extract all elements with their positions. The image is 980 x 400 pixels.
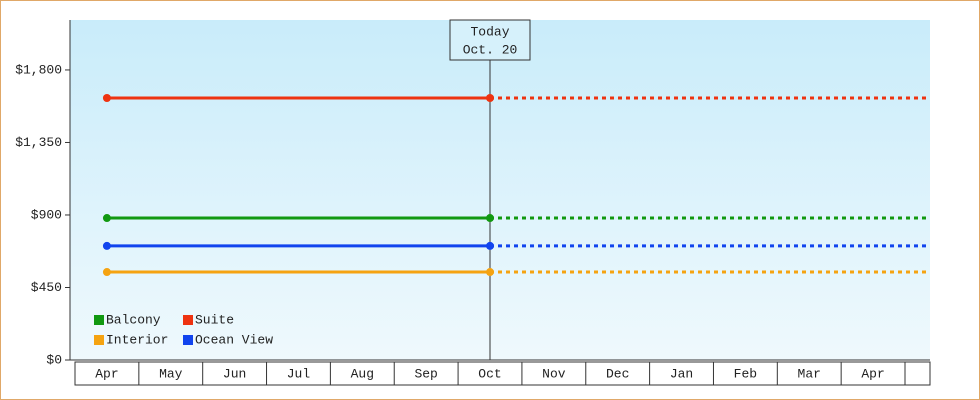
x-tick-label: Nov — [542, 366, 566, 381]
x-tick-label: Sep — [414, 366, 437, 381]
x-tick-label: Mar — [798, 366, 821, 381]
legend-label: Interior — [106, 332, 168, 347]
x-tick-label: Apr — [95, 366, 118, 381]
y-tick-label: $0 — [46, 352, 62, 367]
legend-swatch — [183, 335, 193, 345]
y-tick-label: $1,350 — [15, 135, 62, 150]
point — [486, 93, 494, 102]
legend-swatch — [183, 315, 193, 325]
legend-label: Ocean View — [195, 332, 273, 347]
x-tick-label: Aug — [351, 366, 374, 381]
today-date: Oct. 20 — [463, 42, 518, 57]
point — [102, 241, 111, 250]
x-tick-label: Jan — [670, 366, 693, 381]
x-tick-label: Dec — [606, 366, 629, 381]
point — [486, 214, 494, 223]
legend-label: Balcony — [106, 312, 161, 327]
x-tick-label: May — [159, 366, 183, 381]
point — [102, 268, 111, 277]
category-row — [74, 361, 931, 386]
x-tick-label: Oct — [478, 366, 501, 381]
legend-swatch — [94, 315, 104, 325]
legend-label: Suite — [195, 312, 234, 327]
point — [486, 241, 494, 250]
x-tick-label: Jun — [223, 366, 246, 381]
y-tick-label: $450 — [31, 280, 62, 295]
plot-area — [70, 20, 930, 360]
y-tick-label: $1,800 — [15, 62, 62, 77]
point — [102, 214, 111, 223]
today-box — [449, 19, 531, 61]
x-tick-label: Jul — [287, 366, 311, 381]
today-title: Today — [470, 24, 509, 39]
point — [486, 268, 494, 277]
y-tick-label: $900 — [31, 207, 62, 222]
x-tick-label: Apr — [861, 366, 884, 381]
point — [102, 93, 111, 102]
x-tick-label: Feb — [734, 366, 757, 381]
legend-swatch — [94, 335, 104, 345]
